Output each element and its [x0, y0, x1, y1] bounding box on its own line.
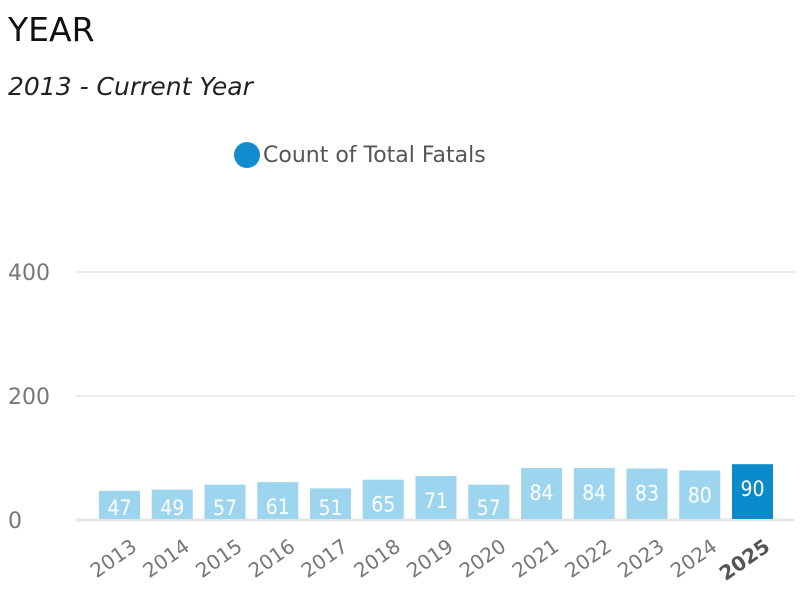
bar	[573, 467, 615, 519]
data-label: 84	[529, 481, 553, 505]
legend-dot-icon	[234, 142, 260, 168]
bar	[310, 488, 351, 519]
y-tick-label: 0	[8, 509, 22, 534]
data-label: 57	[213, 496, 237, 520]
y-tick-label: 200	[8, 385, 50, 410]
x-tick-label: 2014	[138, 534, 193, 583]
data-label: 80	[688, 483, 712, 507]
data-label: 49	[160, 496, 184, 520]
chart-title: YEAR	[8, 10, 95, 49]
x-tick-label: 2025	[715, 534, 774, 586]
data-label: 83	[635, 482, 659, 506]
legend: Count of Total Fatals	[234, 142, 486, 168]
x-tick-label: 2020	[455, 534, 510, 583]
bar	[99, 490, 140, 519]
bar	[626, 468, 668, 519]
data-label: 90	[740, 477, 764, 501]
x-tick-label: 2019	[402, 534, 457, 583]
bar	[732, 464, 773, 519]
bar	[204, 484, 246, 519]
legend-label: Count of Total Fatals	[263, 142, 486, 168]
x-tick-label: 2013	[86, 534, 141, 583]
y-tick-label: 400	[8, 261, 50, 286]
data-label: 47	[107, 496, 131, 520]
data-label: 71	[424, 489, 448, 513]
data-label: 57	[477, 496, 501, 520]
data-label: 65	[371, 493, 395, 517]
bar	[362, 479, 404, 519]
bar	[151, 489, 193, 519]
bar	[415, 475, 457, 519]
x-tick-label: 2016	[244, 534, 299, 583]
x-tick-label: 2024	[666, 534, 721, 583]
x-tick-label: 2015	[191, 534, 246, 583]
x-tick-label: 2022	[560, 534, 615, 583]
x-tick-label: 2023	[613, 534, 668, 583]
data-label: 61	[266, 495, 290, 519]
bar	[468, 484, 510, 519]
chart-subtitle: 2013 - Current Year	[8, 72, 253, 101]
x-tick-label: 2017	[297, 534, 352, 583]
x-tick-label: 2018	[349, 534, 404, 583]
data-label: 84	[582, 481, 606, 505]
bar	[521, 467, 562, 519]
data-label: 51	[318, 496, 342, 520]
x-tick-label: 2021	[508, 534, 563, 583]
bar	[679, 470, 721, 519]
bar	[257, 482, 299, 519]
